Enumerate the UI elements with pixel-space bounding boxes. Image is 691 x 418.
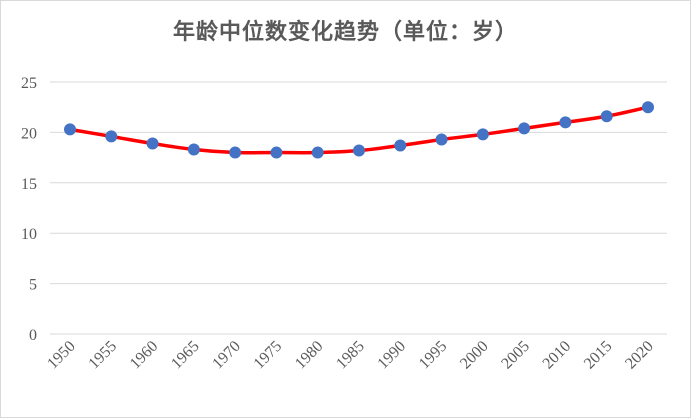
x-tick-label: 2010 [540,338,575,373]
x-tick-label: 1990 [374,338,409,373]
gridlines [50,81,667,335]
series-markers [64,101,654,159]
x-tick-label: 1960 [127,338,162,373]
data-point [435,133,448,146]
data-point [146,137,159,150]
data-point [270,146,283,159]
x-tick-label: 1955 [85,338,120,373]
x-axis-ticks: 1950 1955 1960 1965 1970 1975 1980 1985 1990 1995… [44,338,657,373]
x-tick-label: 1995 [416,338,451,373]
chart-title: 年龄中位数变化趋势（单位：岁） [172,20,518,45]
data-point [229,146,242,159]
y-tick-label: 20 [21,125,37,142]
y-tick-label: 5 [29,277,37,294]
y-axis-ticks: 0 5 10 15 20 25 [21,75,37,344]
data-point [600,110,613,123]
data-point [311,146,324,159]
y-tick-label: 0 [29,327,37,344]
x-tick-label: 1975 [251,338,286,373]
data-point [642,101,654,114]
data-point [353,144,365,157]
x-tick-label: 1980 [292,338,327,373]
y-tick-label: 15 [21,176,37,193]
x-tick-label: 2000 [457,338,492,373]
data-point [105,130,118,143]
x-tick-label: 1950 [44,338,79,373]
y-tick-label: 25 [21,75,37,92]
data-point [394,139,407,152]
x-tick-label: 1985 [333,338,368,373]
data-point [64,123,76,136]
data-point [187,143,200,156]
data-point [518,122,531,135]
data-point [559,116,572,129]
x-tick-label: 1970 [209,338,244,373]
x-tick-label: 2020 [622,338,657,373]
y-tick-label: 10 [21,226,37,243]
x-tick-label: 2005 [498,338,533,373]
data-point [476,128,489,141]
x-tick-label: 1965 [168,338,203,373]
x-tick-label: 2015 [581,338,616,373]
